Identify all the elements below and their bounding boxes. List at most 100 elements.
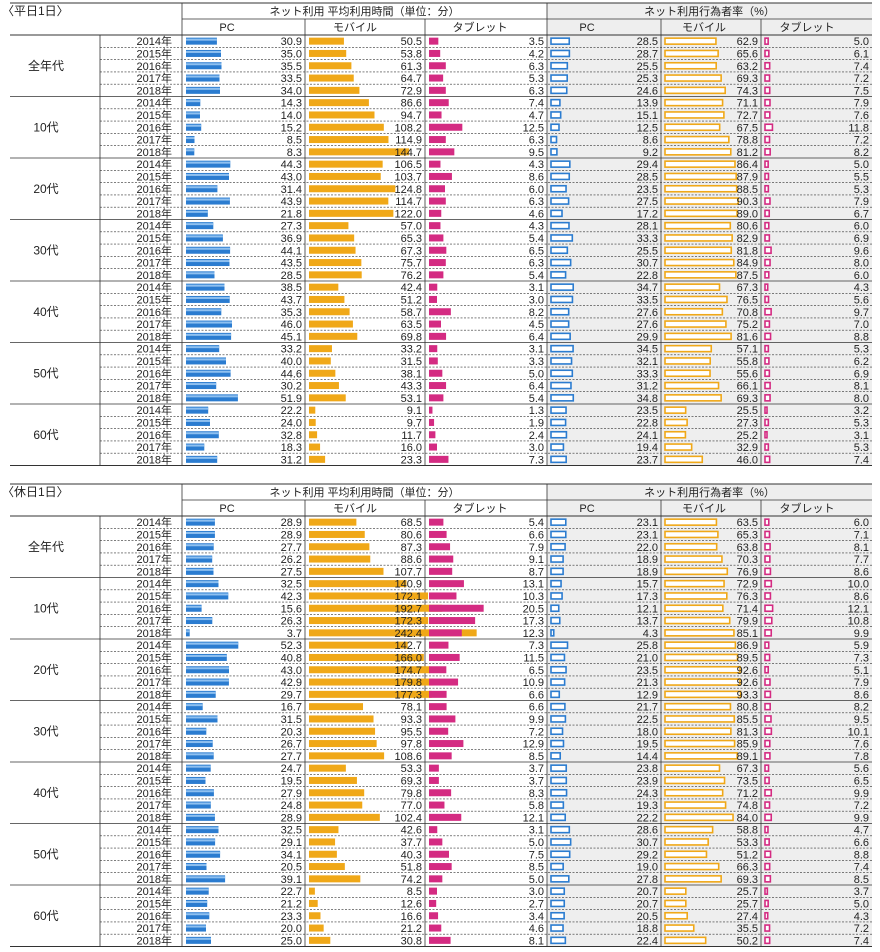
time-bar-tablet: [429, 148, 455, 156]
rate-value-mobile: 85.1: [737, 628, 758, 640]
time-bar-pc: [186, 690, 216, 698]
year-label: 2017年: [137, 860, 172, 874]
rate-bar-tablet: [764, 455, 771, 464]
rate-bar-mobile: [664, 148, 732, 156]
time-value-pc: 24.8: [281, 800, 302, 812]
rate-value-mobile: 27.4: [737, 911, 758, 923]
rate-value-tablet: 7.9: [854, 98, 869, 110]
time-value-tablet: 3.1: [529, 344, 544, 356]
rate-bar-tablet: [764, 579, 773, 588]
rate-bar-tablet: [764, 197, 771, 205]
year-label: 2015年: [137, 835, 172, 849]
rate-bar-tablet: [764, 344, 770, 353]
rate-value-mobile: 90.3: [737, 196, 758, 208]
rate-value-mobile: 87.9: [737, 171, 758, 183]
rate-value-tablet: 5.9: [854, 640, 869, 652]
time-bar-mobile: [309, 936, 331, 944]
time-value-pc: 29.1: [281, 837, 302, 849]
time-value-pc: 44.1: [281, 245, 302, 257]
rate-bar-pc: [550, 98, 561, 107]
rate-bar-tablet: [764, 641, 770, 649]
rate-bar-pc: [550, 418, 567, 427]
time-value-tablet: 11.5: [523, 652, 544, 664]
time-bar-pc: [186, 295, 230, 303]
rate-bar-tablet: [764, 665, 770, 674]
time-value-pc: 35.5: [281, 61, 302, 73]
time-value-tablet: 12.1: [523, 812, 544, 824]
rate-value-pc: 23.5: [637, 405, 658, 417]
rate-value-pc: 33.3: [637, 233, 658, 245]
year-label: 2017年: [137, 440, 172, 454]
time-bar-pc: [186, 111, 200, 119]
rate-value-tablet: 7.4: [854, 862, 869, 874]
year-label: 2018年: [137, 687, 172, 701]
year-label: 2014年: [137, 219, 172, 233]
time-value-pc: 18.3: [281, 442, 302, 454]
time-bar-tablet: [429, 62, 446, 70]
rate-bar-mobile: [664, 739, 736, 748]
time-bar-mobile: [309, 62, 352, 70]
time-value-pc: 8.3: [287, 147, 302, 159]
time-value-mobile: 140.9: [394, 579, 422, 591]
time-bar-tablet: [429, 678, 459, 686]
rate-bar-tablet: [764, 850, 772, 859]
year-label: 2017年: [137, 737, 172, 751]
bar-highlight: [186, 691, 216, 694]
rate-value-mobile: 63.8: [737, 542, 758, 554]
time-bar-pc: [186, 604, 202, 612]
time-value-pc: 28.9: [281, 529, 302, 541]
age-group-label: 30代: [33, 243, 58, 257]
rate-bar-tablet: [764, 221, 770, 230]
rate-value-pc: 20.7: [637, 898, 658, 910]
rate-bar-mobile: [664, 629, 735, 637]
rate-value-pc: 29.4: [637, 159, 658, 171]
rate-value-pc: 17.2: [637, 208, 658, 220]
time-bar-tablet: [429, 863, 452, 871]
rate-bar-tablet: [764, 592, 772, 600]
time-bar-tablet: [429, 234, 444, 242]
rate-value-tablet: 6.9: [854, 233, 869, 245]
time-value-tablet: 5.4: [529, 270, 544, 282]
time-bar-mobile: [309, 111, 375, 119]
bar-highlight: [186, 642, 239, 645]
time-value-pc: 24.7: [281, 763, 302, 775]
rate-bar-pc: [550, 838, 572, 846]
time-value-mobile: 75.7: [401, 258, 422, 270]
rate-bar-tablet: [764, 727, 773, 736]
year-label: 2016年: [137, 366, 172, 380]
rate-value-pc: 33.3: [637, 368, 658, 380]
year-label: 2016年: [137, 182, 172, 196]
time-value-tablet: 6.3: [529, 196, 544, 208]
time-bar-tablet: [429, 345, 438, 353]
rate-value-mobile: 88.5: [737, 184, 758, 196]
rate-bar-pc: [550, 862, 564, 871]
time-subheader-mobile: モバイル: [333, 502, 377, 515]
time-value-mobile: 174.7: [394, 665, 422, 677]
time-bar-mobile: [309, 789, 365, 797]
rate-bar-pc: [550, 875, 570, 883]
bar-highlight: [186, 173, 229, 176]
rate-value-mobile: 25.7: [737, 886, 758, 898]
time-bar-tablet: [429, 580, 464, 588]
time-value-tablet: 5.0: [529, 837, 544, 849]
time-bar-pc: [186, 776, 206, 784]
time-value-tablet: 6.3: [529, 135, 544, 147]
time-value-mobile: 42.4: [401, 282, 422, 294]
rate-bar-pc: [550, 530, 567, 539]
rate-value-pc: 25.8: [637, 640, 658, 652]
time-bar-pc: [186, 518, 215, 526]
rate-bar-pc: [550, 592, 563, 600]
rate-bar-pc: [550, 924, 564, 932]
rate-value-mobile: 71.4: [737, 603, 758, 615]
rate-value-tablet: 5.3: [854, 417, 869, 429]
time-value-tablet: 6.5: [529, 665, 544, 677]
time-bar-tablet: [429, 703, 447, 711]
time-value-pc: 39.1: [281, 874, 302, 886]
rate-value-mobile: 89.5: [737, 652, 758, 664]
bar-highlight: [186, 851, 221, 854]
rate-value-pc: 31.2: [637, 381, 658, 393]
rate-value-mobile: 84.0: [737, 812, 758, 824]
rate-value-tablet: 6.9: [854, 368, 869, 380]
time-bar-mobile: [309, 295, 345, 303]
